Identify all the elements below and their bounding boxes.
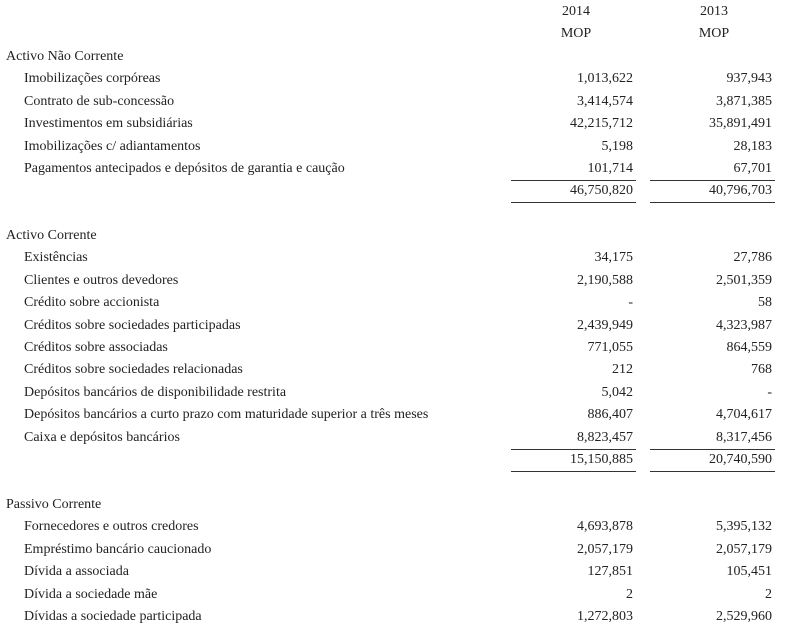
row-label: Dívidas a sociedade participada [24, 609, 202, 624]
row-label: Créditos sobre sociedades relacionadas [24, 362, 243, 378]
year-header: 2013 [700, 4, 728, 19]
row-label: Caixa e depósitos bancários [24, 429, 180, 445]
row-label: Empréstimo bancário caucionado [24, 541, 212, 557]
currency-header: MOP [698, 26, 730, 41]
row-label: Créditos sobre sociedades participadas [24, 317, 241, 333]
row-label: Imobilizações c/ adiantamentos [24, 138, 201, 154]
row-value: 4,693,878 [577, 519, 633, 535]
row-value: 105,451 [726, 564, 773, 580]
row-value: 2,190,588 [577, 272, 633, 288]
row-value: 58 [758, 295, 772, 311]
row-value: 2,501,359 [716, 272, 772, 288]
row-value: 1,013,622 [577, 71, 633, 87]
rule [511, 449, 636, 450]
total-value: 15,150,885 [570, 452, 633, 467]
row-value: 5,395,132 [716, 519, 772, 535]
row-value: 27,786 [733, 250, 773, 266]
row-value: 2 [626, 586, 633, 602]
row-value: 886,407 [587, 407, 634, 423]
row-value: 2,057,179 [577, 541, 633, 557]
row-label: Imobilizações corpóreas [24, 71, 161, 87]
row-value: 4,704,617 [716, 407, 772, 423]
row-label: Dívida a associada [24, 564, 129, 580]
row-value: 3,871,385 [716, 93, 772, 109]
row-value: 937,943 [726, 71, 773, 87]
row-value: 8,317,456 [716, 429, 772, 445]
row-value: 864,559 [726, 340, 773, 355]
row-label: Clientes e outros devedores [24, 272, 179, 288]
row-value: 2,529,960 [716, 609, 772, 624]
row-value: 42,215,712 [570, 116, 633, 132]
row-value: 3,414,574 [577, 93, 633, 109]
row-value: 28,183 [733, 138, 773, 154]
row-value: 5,198 [601, 138, 634, 154]
section-title: Passivo Corrente [6, 497, 102, 512]
row-value: 101,714 [587, 161, 634, 176]
row-value: 2 [765, 586, 772, 602]
row-label: Depósitos bancários de disponibilidade r… [24, 384, 287, 400]
section-title: Activo Corrente [6, 228, 97, 243]
row-value: 2,439,949 [577, 317, 633, 333]
rule [650, 449, 775, 450]
row-label: Crédito sobre accionista [24, 295, 160, 311]
row-value: 8,823,457 [577, 429, 633, 445]
row-value: - [767, 384, 772, 400]
currency-header: MOP [560, 26, 592, 41]
rule [650, 471, 775, 472]
row-label: Contrato de sub-concessão [24, 93, 175, 109]
row-label: Fornecedores e outros credores [24, 519, 199, 535]
row-value: 127,851 [587, 564, 634, 580]
section-title: Activo Não Corrente [6, 49, 124, 64]
total-value: 20,740,590 [709, 452, 772, 467]
row-value: 34,175 [594, 250, 634, 266]
total-value: 46,750,820 [570, 183, 633, 199]
row-value: 771,055 [587, 340, 634, 355]
row-value: 4,323,987 [716, 317, 772, 333]
row-label: Créditos sobre associadas [24, 340, 168, 355]
row-value: 1,272,803 [577, 609, 633, 624]
row-value: 5,042 [601, 384, 634, 400]
row-value: 67,701 [733, 161, 773, 176]
row-value: 2,057,179 [716, 541, 772, 557]
row-value: - [628, 295, 633, 311]
row-value: 768 [751, 362, 772, 378]
year-header: 2014 [562, 4, 590, 19]
row-label: Pagamentos antecipados e depósitos de ga… [24, 161, 345, 176]
row-label: Existências [24, 250, 88, 266]
rule [511, 202, 636, 203]
row-value: 35,891,491 [709, 116, 772, 132]
total-value: 40,796,703 [709, 183, 772, 199]
rule [511, 180, 636, 181]
rule [511, 471, 636, 472]
rule [650, 180, 775, 181]
row-label: Depósitos bancários a curto prazo com ma… [24, 407, 429, 423]
row-label: Investimentos em subsidiárias [24, 116, 193, 132]
rule [650, 202, 775, 203]
row-value: 212 [612, 362, 633, 378]
row-label: Dívida a sociedade mãe [24, 586, 158, 602]
